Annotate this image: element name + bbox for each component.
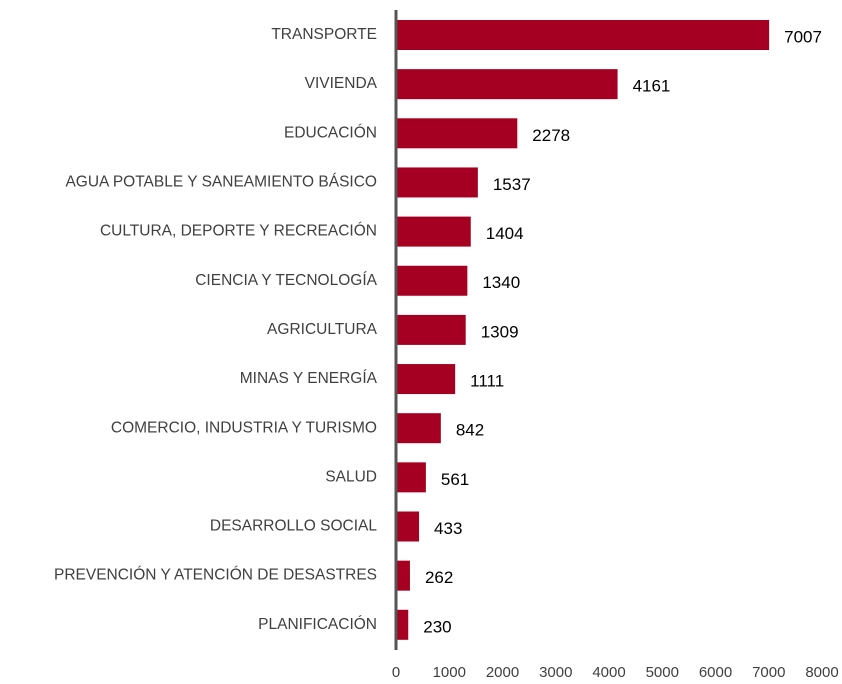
value-label: 2278 xyxy=(532,126,570,145)
category-label: VIVIENDA xyxy=(305,75,378,92)
category-label: AGRICULTURA xyxy=(267,321,378,338)
bar xyxy=(396,216,471,247)
bar xyxy=(396,413,441,444)
x-tick-label: 1000 xyxy=(433,664,466,681)
value-label: 1309 xyxy=(481,322,519,341)
category-label: TRANSPORTE xyxy=(271,26,377,43)
value-label: 1537 xyxy=(493,175,531,194)
bar xyxy=(396,609,409,640)
category-label: MINAS Y ENERGÍA xyxy=(240,370,378,387)
bar xyxy=(396,118,518,149)
category-label: AGUA POTABLE Y SANEAMIENTO BÁSICO xyxy=(65,174,377,191)
bar xyxy=(396,462,426,493)
category-label: COMERCIO, INDUSTRIA Y TURISMO xyxy=(111,419,377,436)
x-tick-label: 0 xyxy=(392,664,400,681)
category-label: EDUCACIÓN xyxy=(284,124,377,141)
value-label: 842 xyxy=(456,421,484,440)
bar xyxy=(396,560,410,591)
category-label: PLANIFICACIÓN xyxy=(258,616,377,633)
bar xyxy=(396,265,468,296)
bar xyxy=(396,364,456,395)
x-tick-label: 7000 xyxy=(752,664,785,681)
value-label: 1404 xyxy=(486,224,524,243)
value-label: 561 xyxy=(441,470,469,489)
value-label: 1340 xyxy=(482,273,520,292)
value-label: 433 xyxy=(434,519,462,538)
x-tick-label: 3000 xyxy=(539,664,572,681)
x-tick-label: 8000 xyxy=(805,664,838,681)
x-tick-label: 2000 xyxy=(486,664,519,681)
category-label: CIENCIA Y TECNOLOGÍA xyxy=(195,272,377,289)
value-label: 4161 xyxy=(633,77,671,96)
bar xyxy=(396,167,478,198)
bar xyxy=(396,511,420,542)
category-label: CULTURA, DEPORTE Y RECREACIÓN xyxy=(100,223,377,240)
category-label: DESARROLLO SOCIAL xyxy=(210,518,377,535)
bar xyxy=(396,20,770,50)
value-label: 7007 xyxy=(784,27,822,46)
value-label: 262 xyxy=(425,568,453,587)
x-tick-label: 6000 xyxy=(699,664,732,681)
value-label: 230 xyxy=(423,617,451,636)
x-tick-label: 5000 xyxy=(646,664,679,681)
x-tick-label: 4000 xyxy=(592,664,625,681)
bar xyxy=(396,69,618,100)
category-label: SALUD xyxy=(325,468,377,485)
value-label: 1111 xyxy=(470,372,504,391)
category-label: PREVENCIÓN Y ATENCIÓN DE DESASTRES xyxy=(54,567,377,584)
bar xyxy=(396,314,466,345)
